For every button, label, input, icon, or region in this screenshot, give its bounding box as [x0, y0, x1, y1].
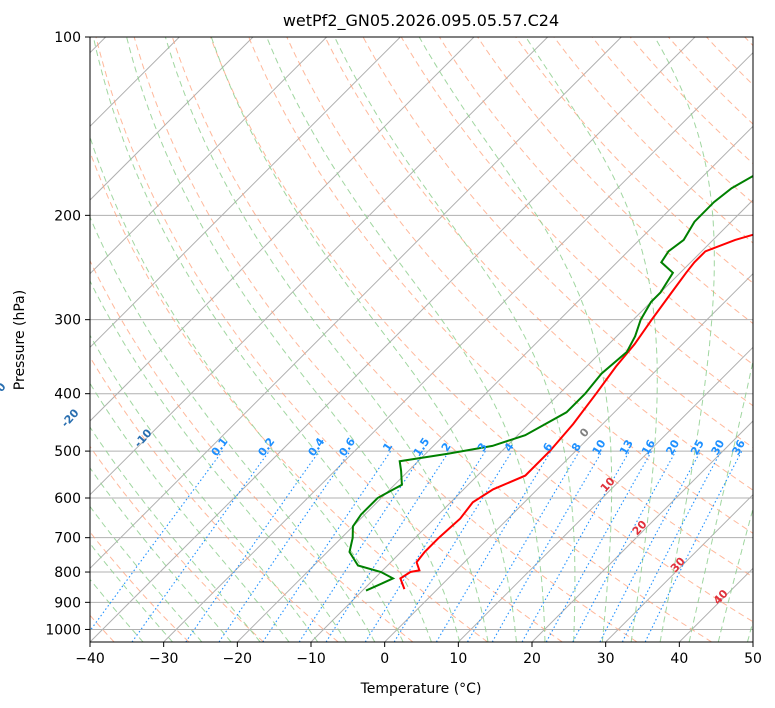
moist-adiabat-line — [90, 334, 319, 642]
moist-adiabat-line — [90, 215, 376, 642]
pressure-grid — [90, 37, 753, 630]
moist-adiabat-line — [266, 37, 546, 642]
mixing-ratio-line — [491, 450, 603, 642]
x-tick-label: 50 — [744, 651, 762, 667]
y-tick-label: 700 — [54, 531, 81, 547]
dry-adiabat-line — [515, 37, 753, 284]
dry-adiabat-label: -30 — [0, 380, 9, 404]
y-tick-label: 500 — [54, 444, 81, 460]
y-tick-label: 200 — [54, 208, 81, 224]
y-tick-label: 1000 — [45, 622, 81, 638]
dry-adiabat-line — [210, 37, 753, 623]
dry-adiabat-line — [171, 37, 712, 642]
mixing-ratio-line — [185, 450, 320, 642]
mixing-ratio-line — [572, 450, 677, 642]
moist-adiabat-line — [688, 358, 753, 642]
y-tick-label: 800 — [54, 565, 81, 581]
isotherm-line — [90, 37, 475, 422]
x-axis-ticks: −40 −30 −20 −10 0 10 20 30 40 50 — [75, 642, 762, 667]
moist-adiabat-line — [90, 467, 232, 642]
moist-adiabat-line — [525, 37, 658, 642]
isotherm-line — [90, 37, 254, 201]
mixing-ratio-label: 36 — [729, 437, 748, 457]
dry-adiabat-line — [95, 37, 563, 642]
dry-adiabat-lines — [90, 37, 753, 642]
x-tick-label: −40 — [75, 651, 105, 667]
x-axis-title: Temperature (°C) — [360, 681, 482, 697]
y-axis-ticks: 100 200 300 400 500 600 700 800 900 1000 — [45, 30, 90, 638]
moist-adiabat-line — [717, 506, 753, 642]
moist-adiabat-line — [126, 37, 461, 642]
x-tick-label: 20 — [523, 651, 541, 667]
y-tick-label: 400 — [54, 387, 81, 403]
dry-adiabat-label: -20 — [59, 406, 82, 430]
mixing-ratio-lines — [90, 450, 743, 642]
moist-adiabat-line — [334, 37, 576, 642]
dry-adiabat-line — [591, 37, 753, 204]
isotherm-line — [605, 493, 753, 642]
mixing-ratio-line — [90, 450, 223, 632]
chart-title: wetPf2_GN05.2026.095.05.57.C24 — [283, 11, 559, 31]
temperature-profile — [399, 233, 753, 590]
x-tick-label: 30 — [597, 651, 615, 667]
y-tick-label: 600 — [54, 491, 81, 507]
x-tick-label: −20 — [223, 651, 253, 667]
dry-adiabat-line — [90, 259, 414, 642]
sounding-profiles — [348, 174, 753, 592]
moist-adiabat-line — [90, 382, 290, 642]
moist-adiabat-line — [90, 426, 261, 642]
x-tick-label: 10 — [449, 651, 467, 667]
dry-adiabat-line — [629, 37, 753, 165]
mixing-ratio-line — [467, 450, 580, 642]
isotherm-line — [90, 37, 401, 349]
moist-adiabat-line — [210, 37, 517, 642]
x-tick-label: 40 — [670, 651, 688, 667]
moist-adiabat-lines — [90, 37, 753, 642]
moist-adiabat-line — [90, 542, 173, 642]
mixing-ratio-label: 25 — [688, 438, 707, 458]
y-tick-label: 300 — [54, 313, 81, 329]
dry-adiabat-line — [324, 37, 753, 491]
moist-adiabat-line — [164, 37, 489, 642]
moist-adiabat-line — [418, 37, 613, 642]
dewpoint-profile — [348, 174, 753, 592]
isotherm-line — [90, 37, 549, 496]
y-tick-label: 100 — [54, 30, 81, 46]
moist-adiabat-line — [90, 505, 203, 642]
x-tick-label: −10 — [296, 651, 326, 667]
mixing-ratio-line — [435, 450, 552, 642]
dry-adiabat-line — [362, 37, 753, 449]
mixing-ratio-line — [545, 450, 653, 642]
mixing-ratio-line — [364, 450, 486, 642]
dry-adiabat-line — [133, 37, 638, 642]
mixing-ratio-line — [393, 450, 513, 642]
isotherm-line — [90, 37, 696, 642]
moist-adiabat-line — [90, 578, 144, 642]
moist-adiabat-line — [90, 135, 404, 642]
dry-adiabat-line — [90, 445, 264, 642]
dry-adiabat-line — [477, 37, 753, 325]
mixing-ratio-line — [521, 450, 630, 642]
isotherm-line — [163, 51, 753, 642]
mixing-ratio-line — [218, 450, 351, 642]
isotherm-line — [90, 37, 328, 275]
y-tick-label: 900 — [54, 595, 81, 611]
moist-adiabat-line — [92, 37, 432, 642]
mixing-ratio-line — [325, 450, 450, 642]
moist-adiabat-line — [654, 37, 715, 642]
x-tick-label: −30 — [149, 651, 179, 667]
isotherm-line — [384, 272, 753, 642]
plot-frame — [89, 36, 754, 643]
isotherm-line — [531, 420, 753, 642]
x-tick-label: 0 — [380, 651, 389, 667]
dry-adiabat-line — [400, 37, 753, 407]
plot-background — [90, 37, 753, 642]
y-axis-title: Pressure (hPa) — [12, 290, 28, 390]
dry-adiabat-line — [248, 37, 753, 578]
isotherm-line — [457, 346, 753, 642]
isotherm-line — [752, 641, 753, 642]
isotherm-line — [236, 125, 753, 642]
mixing-ratio-line — [131, 450, 270, 642]
